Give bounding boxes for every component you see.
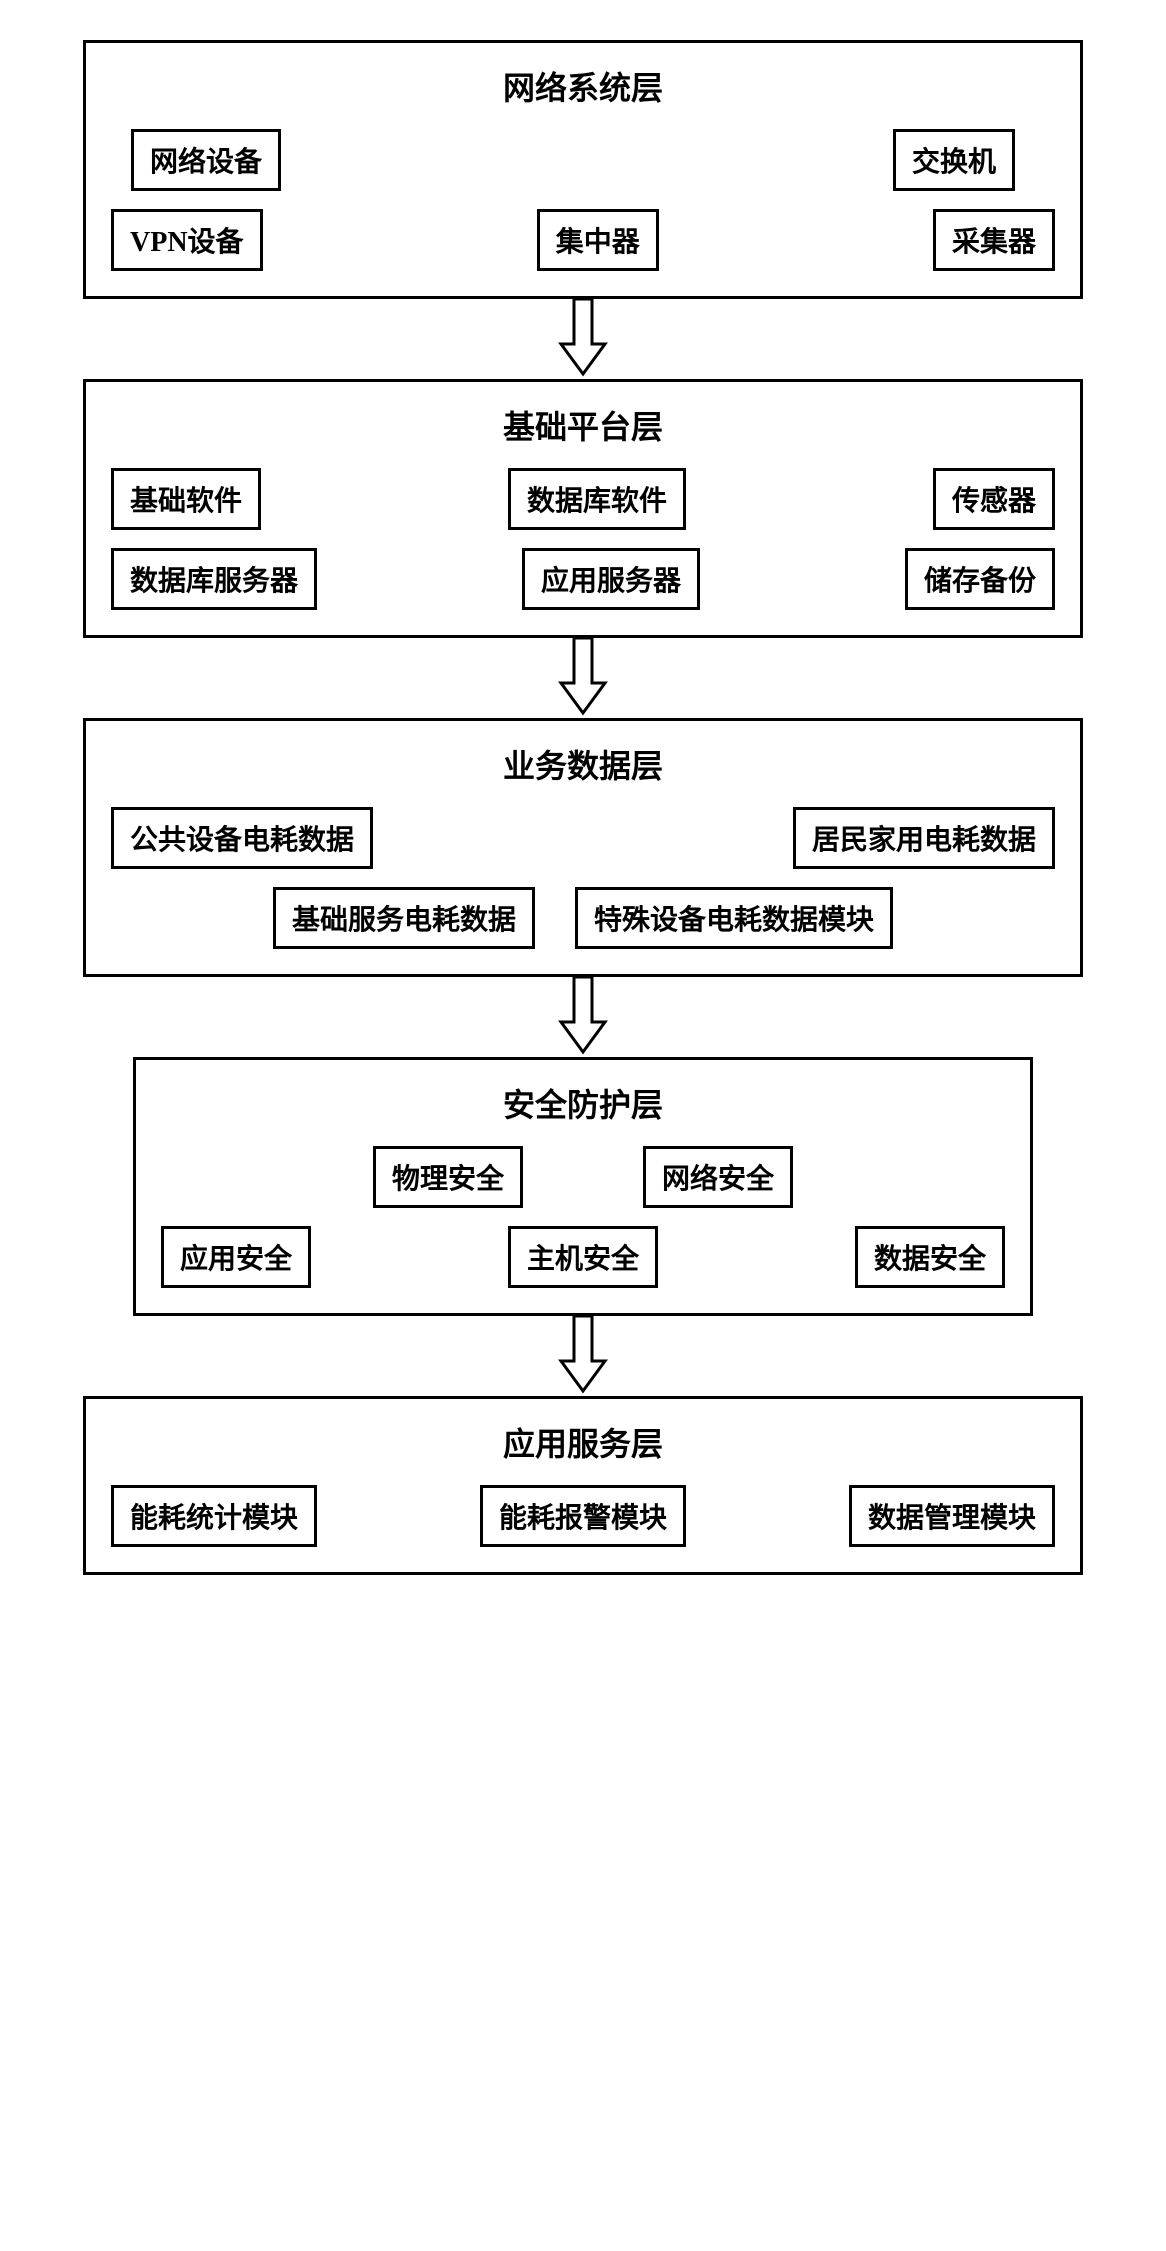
item-data-security: 数据安全 <box>855 1226 1005 1288</box>
layer-application-service: 应用服务层 能耗统计模块 能耗报警模块 数据管理模块 <box>83 1396 1083 1575</box>
item-basic-service-data: 基础服务电耗数据 <box>273 887 535 949</box>
layer-platform: 基础平台层 基础软件 数据库软件 传感器 数据库服务器 应用服务器 储存备份 <box>83 379 1083 638</box>
architecture-diagram: 网络系统层 网络设备 交换机 VPN设备 集中器 采集器 基础平台层 基础软件 … <box>83 40 1083 1575</box>
item-basic-software: 基础软件 <box>111 468 261 530</box>
items-service: 能耗统计模块 能耗报警模块 数据管理模块 <box>111 1485 1055 1547</box>
layer-title-platform: 基础平台层 <box>111 402 1055 448</box>
layer-network-system: 网络系统层 网络设备 交换机 VPN设备 集中器 采集器 <box>83 40 1083 299</box>
arrow-icon <box>553 638 613 718</box>
item-concentrator: 集中器 <box>537 209 659 271</box>
arrow-icon <box>553 299 613 379</box>
items-network: 网络设备 交换机 VPN设备 集中器 采集器 <box>111 129 1055 271</box>
item-database-server: 数据库服务器 <box>111 548 317 610</box>
arrow-4 <box>553 1316 613 1396</box>
item-physical-security: 物理安全 <box>373 1146 523 1208</box>
item-special-device-data: 特殊设备电耗数据模块 <box>575 887 893 949</box>
arrow-1 <box>553 299 613 379</box>
layer-title-security: 安全防护层 <box>161 1080 1005 1126</box>
layer-title-network: 网络系统层 <box>111 63 1055 109</box>
item-host-security: 主机安全 <box>508 1226 658 1288</box>
item-vpn-device: VPN设备 <box>111 209 263 271</box>
items-platform: 基础软件 数据库软件 传感器 数据库服务器 应用服务器 储存备份 <box>111 468 1055 610</box>
layer-title-service: 应用服务层 <box>111 1419 1055 1465</box>
item-switch: 交换机 <box>893 129 1015 191</box>
item-storage-backup: 储存备份 <box>905 548 1055 610</box>
arrow-2 <box>553 638 613 718</box>
arrow-icon <box>553 977 613 1057</box>
item-application-security: 应用安全 <box>161 1226 311 1288</box>
items-data: 公共设备电耗数据 居民家用电耗数据 基础服务电耗数据 特殊设备电耗数据模块 <box>111 807 1055 949</box>
items-security: 物理安全 网络安全 应用安全 主机安全 数据安全 <box>161 1146 1005 1288</box>
item-energy-stats: 能耗统计模块 <box>111 1485 317 1547</box>
layer-title-data: 业务数据层 <box>111 741 1055 787</box>
item-application-server: 应用服务器 <box>522 548 700 610</box>
item-data-management: 数据管理模块 <box>849 1485 1055 1547</box>
item-energy-alarm: 能耗报警模块 <box>480 1485 686 1547</box>
item-sensor: 传感器 <box>933 468 1055 530</box>
layer-security: 安全防护层 物理安全 网络安全 应用安全 主机安全 数据安全 <box>133 1057 1033 1316</box>
item-network-security: 网络安全 <box>643 1146 793 1208</box>
arrow-icon <box>553 1316 613 1396</box>
item-residential-data: 居民家用电耗数据 <box>793 807 1055 869</box>
item-network-device: 网络设备 <box>131 129 281 191</box>
item-database-software: 数据库软件 <box>508 468 686 530</box>
layer-business-data: 业务数据层 公共设备电耗数据 居民家用电耗数据 基础服务电耗数据 特殊设备电耗数… <box>83 718 1083 977</box>
item-collector: 采集器 <box>933 209 1055 271</box>
item-public-device-data: 公共设备电耗数据 <box>111 807 373 869</box>
arrow-3 <box>553 977 613 1057</box>
